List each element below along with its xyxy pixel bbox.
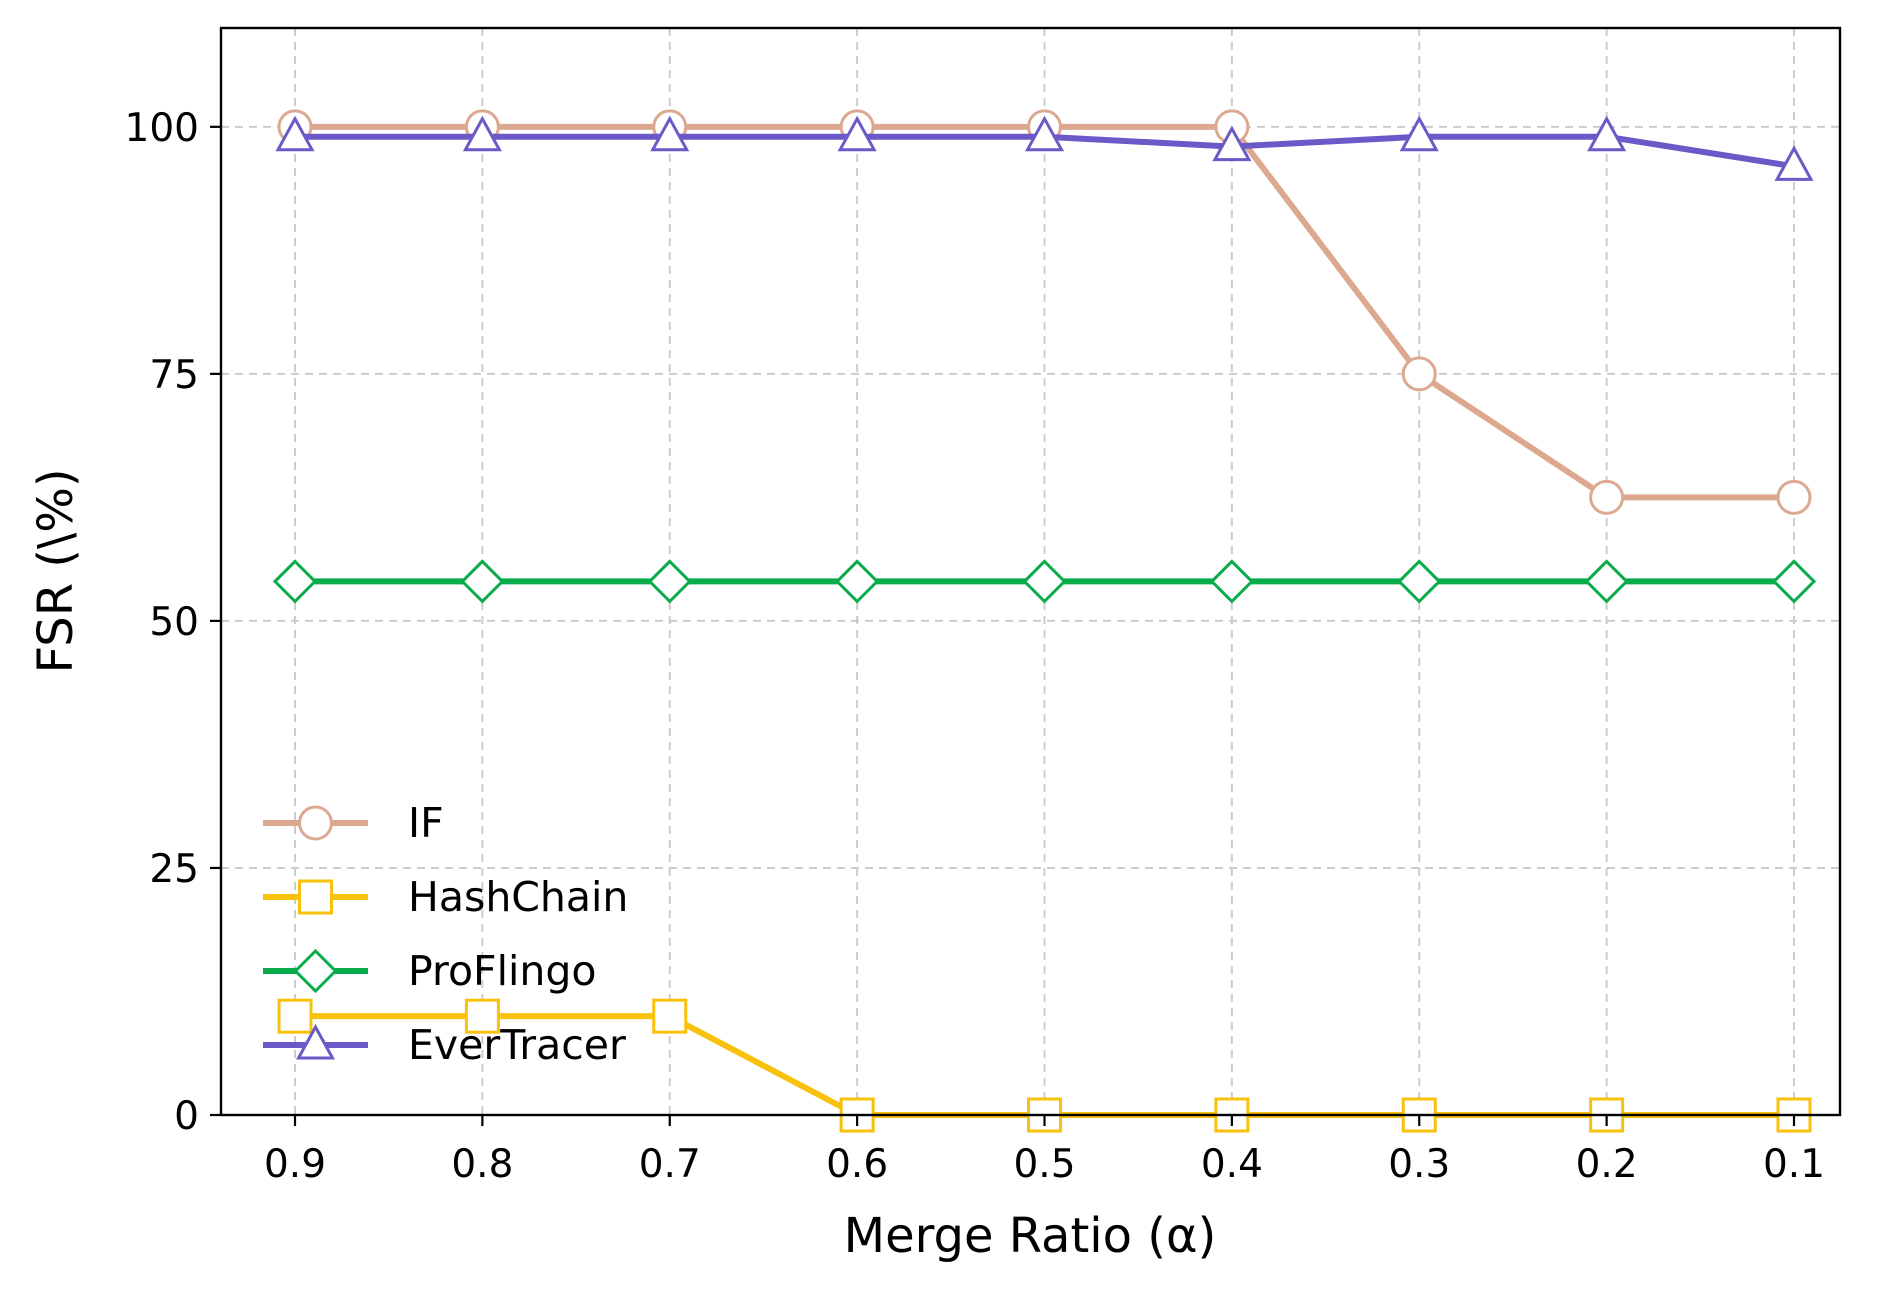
y-tick-label: 75 bbox=[149, 353, 199, 398]
axis-ticks: 0.9 0.8 0.7 0.6 0.5 0.4 0.3 0.2 0.1 0 25 50 75 100 bbox=[125, 106, 1825, 1187]
x-tick-label: 0.5 bbox=[1013, 1142, 1075, 1187]
legend-label-hashchain: HashChain bbox=[408, 873, 628, 921]
data-point-proflingo bbox=[1584, 559, 1629, 604]
data-point-evertracer bbox=[462, 115, 502, 152]
legend-label-if: IF bbox=[408, 799, 444, 847]
data-point-evertracer bbox=[650, 115, 690, 152]
y-axis-label: FSR (\%) bbox=[28, 468, 84, 673]
data-point-evertracer bbox=[1024, 115, 1065, 152]
x-tick-label: 0.8 bbox=[451, 1142, 513, 1187]
x-tick-label: 0.6 bbox=[826, 1142, 888, 1187]
data-point-proflingo bbox=[272, 559, 318, 604]
legend-label-proflingo: ProFlingo bbox=[408, 947, 597, 995]
data-point-hashchain bbox=[652, 998, 688, 1034]
legend-label-evertracer: EverTracer bbox=[408, 1021, 626, 1069]
data-point-proflingo bbox=[1209, 559, 1254, 604]
data-point-evertracer bbox=[1399, 115, 1439, 152]
data-point-hashchain bbox=[277, 998, 313, 1034]
data-point-evertracer bbox=[1587, 115, 1627, 152]
data-point-proflingo bbox=[460, 559, 505, 604]
x-tick-label: 0.9 bbox=[264, 1142, 326, 1187]
data-point-proflingo bbox=[835, 559, 880, 604]
data-point-evertracer bbox=[275, 115, 315, 152]
data-point-evertracer bbox=[1212, 125, 1252, 162]
x-axis-label: Merge Ratio (α) bbox=[844, 1208, 1217, 1264]
legend-entry-evertracer: EverTracer bbox=[263, 1021, 626, 1069]
legend-entry-if: IF bbox=[263, 799, 444, 847]
data-point-hashchain bbox=[464, 998, 500, 1034]
x-tick-label: 0.3 bbox=[1388, 1142, 1450, 1187]
legend-entry-proflingo: ProFlingo bbox=[263, 947, 597, 995]
legend-marker-proflingo bbox=[293, 948, 338, 994]
data-point-evertracer bbox=[1774, 145, 1814, 181]
y-tick-label: 25 bbox=[149, 847, 199, 892]
data-point-evertracer bbox=[837, 115, 877, 152]
legend-marker-evertracer bbox=[295, 1023, 336, 1060]
data-point-if bbox=[1589, 479, 1625, 515]
x-tick-label: 0.7 bbox=[639, 1142, 701, 1187]
data-point-if bbox=[1401, 356, 1437, 392]
y-tick-label: 100 bbox=[125, 106, 199, 151]
data-point-proflingo bbox=[1771, 559, 1817, 604]
x-tick-label: 0.4 bbox=[1201, 1142, 1263, 1187]
legend-marker-hashchain bbox=[298, 879, 333, 915]
legend-marker-if bbox=[298, 805, 333, 841]
y-tick-label: 50 bbox=[149, 600, 199, 645]
legend: IF HashChain ProFlingo EverTracer bbox=[263, 799, 628, 1069]
data-point-proflingo bbox=[647, 559, 692, 604]
data-point-proflingo bbox=[1397, 559, 1442, 604]
series-proflingo bbox=[272, 559, 1817, 604]
data-point-if bbox=[1776, 479, 1812, 515]
y-tick-label: 0 bbox=[174, 1094, 199, 1139]
series-lines bbox=[272, 109, 1817, 1133]
legend-entry-hashchain: HashChain bbox=[263, 873, 628, 921]
plot-frame bbox=[219, 26, 1842, 1117]
x-tick-label: 0.2 bbox=[1576, 1142, 1638, 1187]
x-tick-label: 0.1 bbox=[1763, 1142, 1825, 1187]
data-point-proflingo bbox=[1022, 559, 1067, 604]
series-evertracer bbox=[275, 115, 1814, 181]
